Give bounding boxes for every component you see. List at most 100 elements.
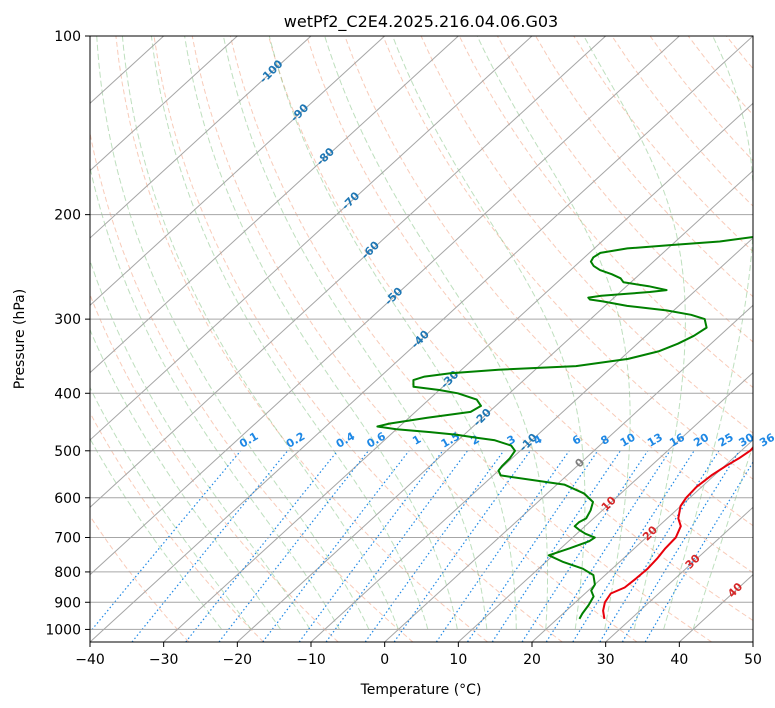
isotherm-label: -100 (257, 57, 286, 86)
isotherm-line (90, 36, 533, 441)
isotherm-line (90, 36, 386, 307)
chart-title: wetPf2_C2E4.2025.216.04.06.G03 (284, 12, 558, 32)
isotherm-line (163, 102, 753, 642)
mixing-ratio-label: 13 (645, 431, 665, 450)
x-tick-label: −30 (149, 652, 179, 668)
y-tick-label: 700 (54, 531, 81, 547)
mixing-ratio-line (572, 450, 695, 642)
mixing-ratio-label: 2 (469, 433, 482, 448)
dry-adiabat-line (306, 36, 753, 574)
dry-adiabat-line (191, 36, 638, 642)
mixing-ratio-line (491, 450, 621, 642)
dry-adiabat-line (687, 36, 753, 116)
y-axis-ticks: 100 200 300 400 500 600 700 800 900 1000 (45, 29, 90, 638)
x-tick-label: 20 (523, 652, 541, 668)
x-axis-label: Temperature (°C) (360, 682, 482, 698)
mixing-ratio-line (521, 450, 649, 642)
mixing-ratio-label: 10 (618, 431, 638, 450)
dry-adiabat-line (90, 411, 264, 642)
plot-frame (89, 35, 754, 643)
moist-adiabat-line (90, 386, 252, 630)
isotherm-labels: -100-90-80-70-60-50-40-30-20-100 (257, 57, 587, 470)
isotherm-line (90, 36, 238, 172)
moist-adiabat-line (324, 36, 549, 630)
mixing-ratio-line (298, 450, 444, 642)
profiles (376, 235, 753, 620)
isotherm-line (310, 237, 753, 642)
moist-adiabat-line (476, 36, 631, 630)
mixing-ratio-line (545, 450, 671, 642)
isotherm-line (90, 36, 607, 509)
isotherm-line (90, 36, 753, 642)
dry-adiabat-line (496, 36, 753, 343)
dry-adiabat-line (649, 36, 753, 162)
y-tick-label: 100 (54, 29, 81, 45)
dry-adiabat-line (344, 36, 753, 527)
dry-adiabat-line (268, 36, 753, 622)
y-tick-label: 300 (54, 312, 81, 328)
moist-adiabat-line (583, 36, 686, 630)
mixing-ratio-line (325, 450, 468, 642)
isotherm-line (605, 506, 753, 642)
dry-adiabat-line (382, 36, 753, 480)
mixing-ratio-line (90, 450, 242, 633)
x-tick-label: 40 (670, 652, 688, 668)
mixing-ratio-label: 8 (599, 433, 612, 448)
moist-adiabat-line (90, 437, 223, 630)
mixing-ratio-line (644, 461, 753, 642)
x-tick-label: 0 (380, 652, 389, 668)
mixing-ratio-label: 25 (716, 431, 736, 450)
moist-adiabat-line (96, 36, 370, 630)
x-tick-label: 50 (744, 652, 762, 668)
mixing-ratio-line (435, 450, 570, 642)
y-tick-label: 400 (54, 386, 81, 402)
moist-adiabat-line (90, 328, 282, 630)
mixing-ratio-line (621, 450, 740, 642)
mixing-ratio-line (364, 450, 505, 642)
mixing-ratio-label: 36 (757, 431, 775, 450)
mixing-ratio-label: 0.2 (284, 430, 307, 451)
x-axis-ticks: −40 −30 −20 −10 0 10 20 30 40 50 (75, 642, 762, 668)
isotherm-line (90, 36, 459, 374)
dry-adiabat-line (229, 36, 712, 642)
moist-adiabat-line (222, 36, 488, 630)
dry-adiabat-line (765, 36, 775, 642)
isotherm-line (752, 641, 753, 642)
mixing-ratio-line (131, 450, 289, 642)
moist-adiabat-line (692, 443, 753, 630)
moist-adiabat-line (90, 259, 311, 630)
moist-adiabat-line (268, 36, 517, 630)
y-tick-label: 500 (54, 444, 81, 460)
moist-adiabat-line (121, 36, 399, 630)
y-tick-label: 900 (54, 595, 81, 611)
dry-adiabat-line (90, 130, 414, 642)
isotherm-line (90, 36, 312, 239)
mixing-ratio-line (218, 450, 369, 642)
dry-adiabat-line (535, 36, 753, 298)
dry-adiabat-line (611, 36, 753, 207)
y-tick-label: 200 (54, 208, 81, 224)
isotherm-line (457, 371, 753, 642)
dry-adiabat-line (115, 36, 488, 642)
x-tick-label: 10 (449, 652, 467, 668)
x-tick-label: −20 (223, 652, 253, 668)
y-tick-label: 600 (54, 491, 81, 507)
x-tick-label: −40 (75, 652, 105, 668)
mixing-ratio-line (393, 450, 531, 642)
mixing-ratio-label: 30 (736, 431, 756, 450)
dry-adiabat-line (420, 36, 753, 434)
dry-adiabat-line (726, 36, 753, 70)
isotherm-line (236, 169, 753, 642)
mixing-ratio-label: 1 (410, 433, 423, 448)
moist-adiabat-line (663, 36, 753, 630)
dry-adiabat-line (153, 36, 563, 642)
moist-adiabat-line (150, 36, 429, 630)
y-axis-label: Pressure (hPa) (12, 289, 28, 389)
moist-adiabat-line (392, 36, 586, 630)
background-lines (90, 36, 775, 642)
x-tick-label: −10 (296, 652, 326, 668)
isotherm-line (531, 439, 753, 642)
y-tick-label: 800 (54, 565, 81, 581)
